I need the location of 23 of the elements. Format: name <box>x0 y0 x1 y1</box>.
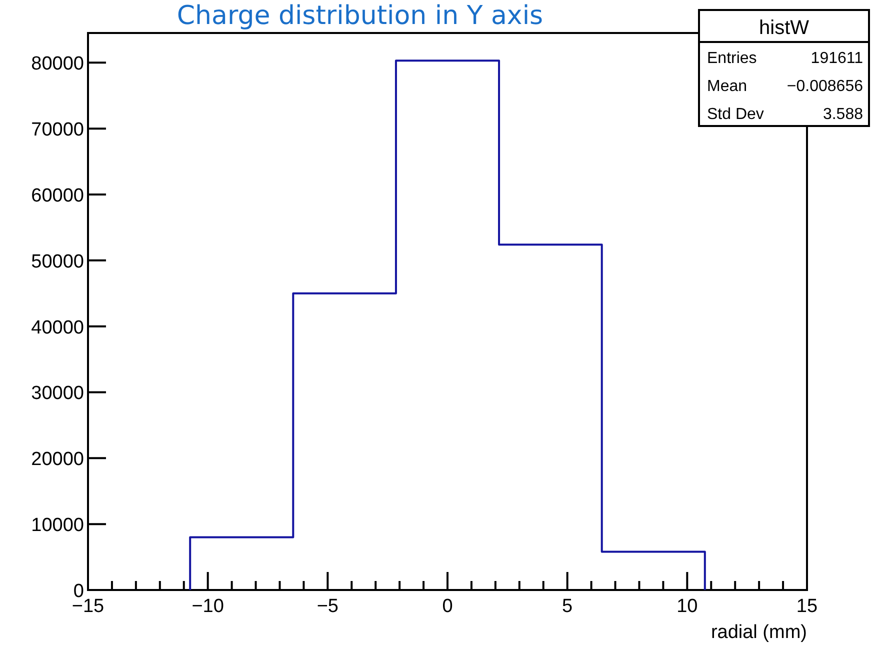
x-axis-title: radial (mm) <box>710 622 807 643</box>
y-tick-label: 70000 <box>31 120 84 141</box>
y-tick-label: 10000 <box>31 515 84 536</box>
y-tick-label: 50000 <box>31 251 84 272</box>
text: 3.588 <box>822 106 864 123</box>
x-tick-label: 5 <box>562 596 573 617</box>
x-tick-label: −10 <box>192 596 224 617</box>
annotation: Entries <box>707 50 757 67</box>
x-tick-label: 10 <box>676 596 698 617</box>
x-tick-label: −5 <box>316 596 339 617</box>
x-tick-label: 15 <box>796 596 818 617</box>
annotation: histW <box>759 17 810 39</box>
chart-title: Charge distribution in Y axis <box>176 1 544 31</box>
y-tick-label: 30000 <box>31 383 84 404</box>
x-tick-label: 0 <box>442 596 453 617</box>
y-tick-label: 60000 <box>31 185 84 206</box>
y-tick-label: 80000 <box>31 54 84 75</box>
y-tick-label: 40000 <box>31 317 84 338</box>
text: 191611 <box>810 50 864 67</box>
annotation: −0.008656 <box>786 78 864 95</box>
y-tick-label: 20000 <box>31 449 84 470</box>
annotation: Mean <box>707 78 748 95</box>
annotation: Std Dev <box>707 106 764 123</box>
